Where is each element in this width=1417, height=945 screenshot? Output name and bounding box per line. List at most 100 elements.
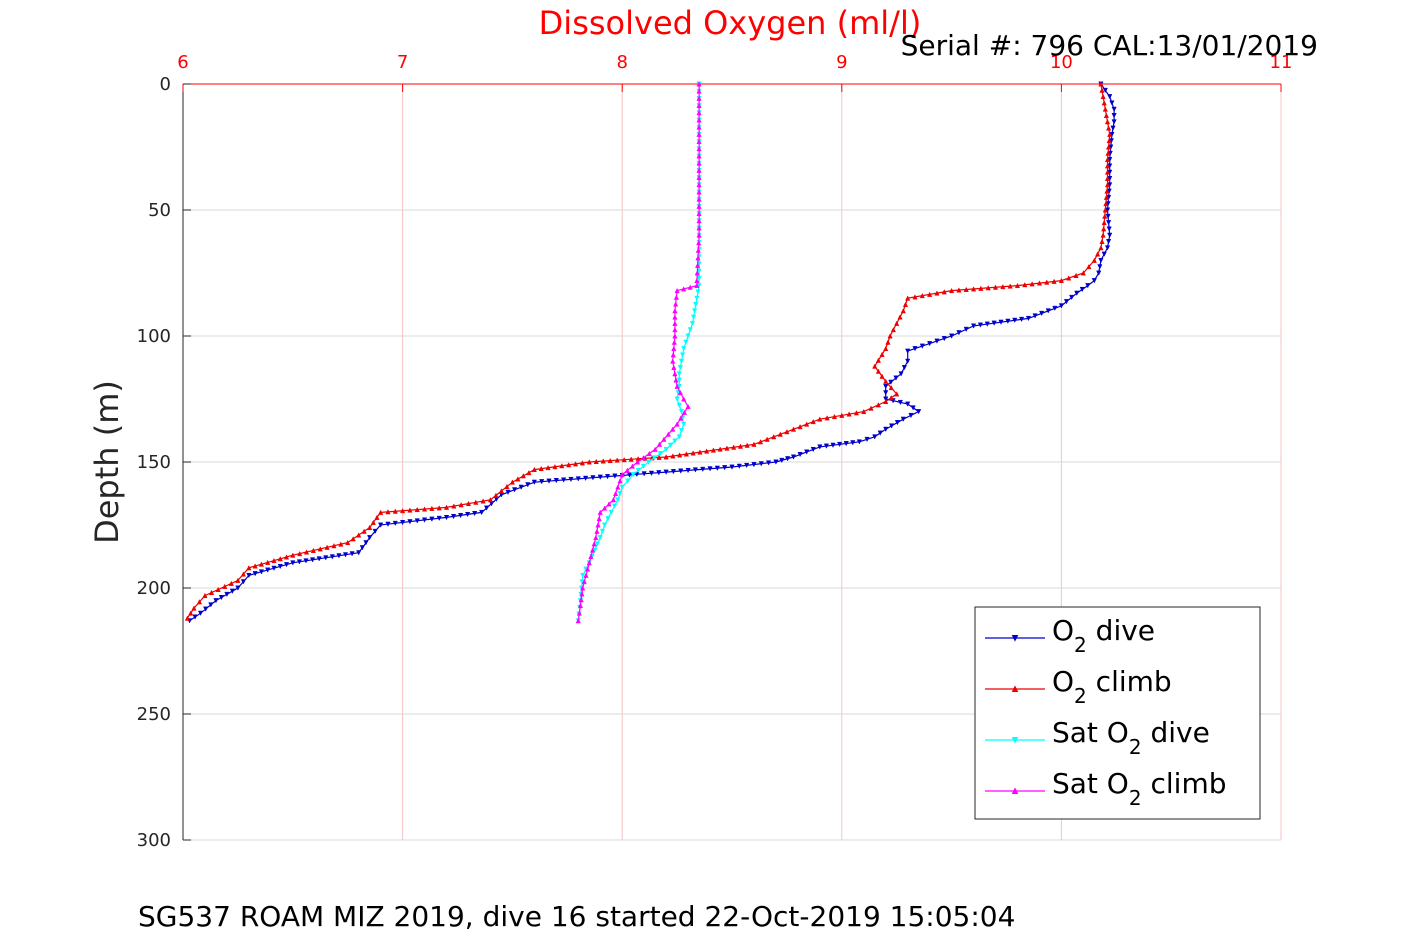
data-point (674, 287, 680, 294)
data-point (704, 448, 710, 454)
data-point (378, 522, 384, 528)
data-point (692, 308, 698, 314)
data-point (677, 389, 683, 396)
data-point (697, 449, 703, 455)
data-point (525, 482, 531, 488)
data-point (678, 358, 685, 364)
data-point (661, 436, 667, 442)
data-point (823, 443, 830, 449)
y-tick-label: 150 (137, 452, 171, 473)
data-point (436, 515, 442, 522)
data-point (310, 547, 316, 553)
data-point (184, 615, 190, 621)
data-point (246, 565, 252, 571)
data-point (591, 541, 597, 547)
data-point (1073, 272, 1079, 278)
data-point (1107, 94, 1113, 100)
data-point (568, 476, 574, 483)
data-point (665, 431, 671, 437)
data-point (277, 556, 283, 562)
data-point (331, 543, 337, 549)
data-point (887, 333, 893, 339)
legend-swatch-marker (1011, 787, 1019, 794)
data-point (317, 546, 323, 552)
data-point (696, 81, 702, 87)
data-point (905, 295, 911, 301)
data-point (392, 520, 398, 527)
data-point (779, 457, 785, 464)
data-point (509, 479, 516, 485)
data-point (208, 589, 215, 595)
data-point (700, 466, 706, 473)
y-tick-label: 200 (137, 578, 171, 599)
data-point (1036, 280, 1043, 286)
data-point (751, 441, 757, 447)
data-point (1106, 226, 1112, 232)
data-point (208, 602, 214, 608)
data-point (361, 528, 367, 534)
data-point (696, 102, 702, 109)
data-point (316, 556, 322, 562)
data-point (1102, 87, 1108, 94)
data-point (240, 571, 246, 577)
data-point (545, 464, 551, 471)
data-point (1074, 290, 1080, 296)
data-point (429, 516, 435, 522)
data-point (203, 606, 209, 612)
data-point (885, 339, 891, 345)
data-point (696, 131, 702, 137)
data-point (765, 460, 772, 466)
data-point (919, 343, 925, 349)
data-point (399, 507, 406, 514)
data-point (582, 475, 589, 481)
data-point (290, 552, 296, 558)
data-point (696, 146, 702, 152)
data-point (744, 462, 750, 469)
data-point (685, 403, 691, 410)
data-point (744, 442, 750, 448)
data-point (875, 368, 882, 374)
data-point (724, 445, 730, 451)
data-point (868, 405, 874, 411)
series-line (186, 83, 1111, 619)
data-point (604, 474, 611, 480)
data-point (580, 585, 586, 591)
series-sat-o2-climb (575, 81, 702, 624)
data-point (1104, 182, 1111, 188)
data-point (696, 95, 702, 101)
data-point (1102, 213, 1108, 219)
data-point (694, 282, 700, 289)
data-point (696, 88, 702, 94)
data-point (1107, 232, 1113, 238)
data-point (824, 415, 830, 421)
data-point (1095, 251, 1101, 257)
data-point (559, 463, 565, 469)
data-point (392, 508, 398, 514)
data-point (651, 455, 658, 461)
data-point (672, 333, 678, 339)
data-point (607, 457, 613, 464)
data-point (696, 275, 702, 282)
footer-caption: SG537 ROAM MIZ 2019, dive 16 started 22-… (138, 900, 1015, 933)
data-point (1058, 277, 1065, 284)
data-point (836, 441, 843, 448)
data-point (672, 371, 678, 377)
data-point (894, 420, 901, 426)
data-point (546, 478, 552, 484)
x-tick-label: 9 (836, 52, 847, 73)
data-point (963, 326, 969, 333)
x-tick-label: 11 (1270, 52, 1293, 73)
data-point (830, 442, 836, 448)
data-point (877, 430, 883, 436)
series-line (577, 84, 700, 621)
data-point (687, 327, 693, 333)
data-point (663, 469, 669, 475)
data-point (309, 557, 316, 563)
data-point (421, 506, 428, 512)
data-point (883, 390, 889, 396)
data-point (640, 463, 647, 469)
x-tick-label: 6 (177, 52, 188, 73)
series-o2-climb (184, 81, 1113, 621)
data-point (956, 330, 962, 336)
data-point (531, 479, 537, 485)
